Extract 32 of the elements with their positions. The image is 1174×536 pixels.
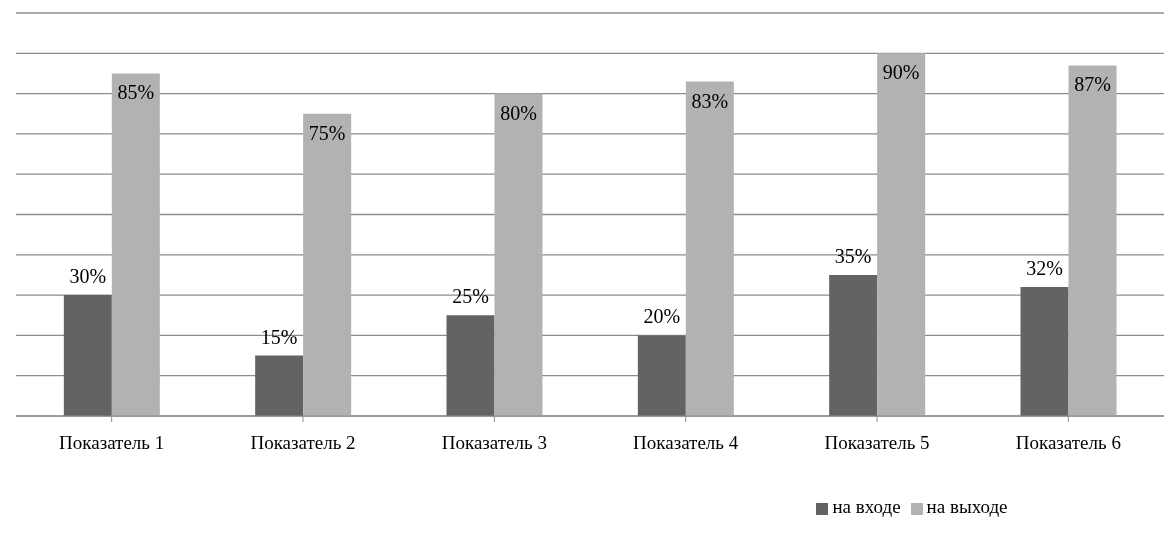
bar — [685, 81, 734, 416]
bar — [303, 113, 352, 416]
bar — [877, 53, 926, 416]
bar — [637, 335, 686, 416]
x-tick-label: Показатель 2 — [250, 432, 356, 454]
legend-label: на входе — [832, 496, 901, 517]
x-tick-label: Показатель 3 — [441, 432, 547, 454]
data-label: 85% — [117, 81, 155, 104]
legend-label: на выходе — [926, 496, 1008, 517]
data-label: 30% — [69, 265, 107, 288]
data-label: 80% — [500, 101, 537, 124]
x-tick-label: Показатель 4 — [633, 432, 739, 454]
data-label: 20% — [643, 305, 681, 328]
bar — [1068, 65, 1117, 416]
data-label: 90% — [882, 61, 920, 84]
bar — [111, 73, 160, 416]
bar — [1020, 287, 1069, 416]
x-tick-label: Показатель 6 — [1015, 432, 1121, 454]
data-label: 15% — [260, 325, 298, 348]
data-label: 75% — [308, 121, 346, 144]
x-tick-label: Показатель 5 — [824, 432, 930, 454]
bar — [829, 274, 878, 416]
bar — [63, 295, 112, 416]
data-label: 87% — [1074, 73, 1111, 96]
bar — [255, 355, 304, 416]
x-tick-label: Показатель 1 — [59, 432, 165, 454]
data-label: 35% — [834, 244, 872, 267]
bar — [446, 315, 495, 416]
data-label: 32% — [1026, 257, 1063, 280]
data-label: 83% — [691, 89, 729, 112]
bar — [494, 93, 543, 416]
data-label: 25% — [452, 285, 489, 308]
